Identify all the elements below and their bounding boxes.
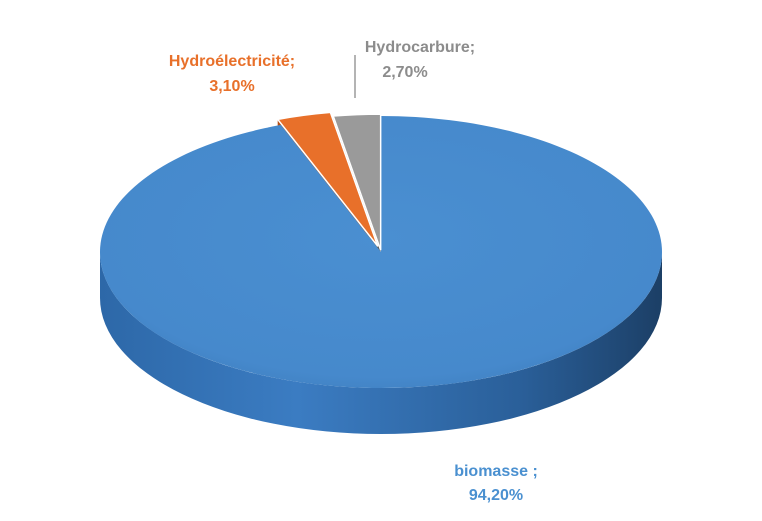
slice-hydroelectricite [276, 111, 379, 247]
slice-hydrocarbure [332, 113, 382, 251]
data-label-hydrocarbure-value: 2,70% [382, 64, 427, 81]
slice-biomasse [99, 116, 662, 388]
data-label-hydro-value: 3,10% [209, 78, 254, 95]
data-label-biomasse-value: 94,20% [469, 487, 523, 504]
data-label-hydrocarbure-name: Hydrocarbure; [365, 39, 475, 56]
data-label-hydro-name: Hydroélectricité; [169, 53, 295, 70]
slice-biomasse-side [100, 252, 662, 434]
data-label-biomasse-name: biomasse ; [454, 463, 538, 480]
